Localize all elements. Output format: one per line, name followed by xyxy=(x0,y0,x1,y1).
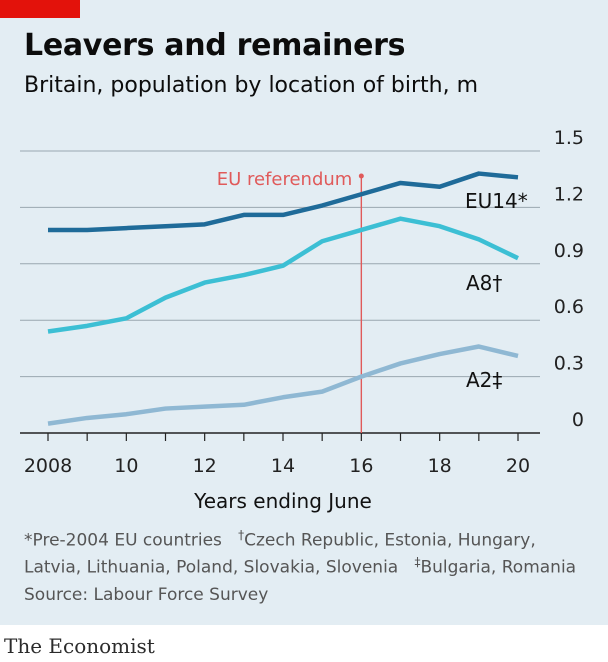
line-chart: EU referendum 0 0.3 0.6 0.9 1.2 1.5 2008 10 12 14… xyxy=(20,127,584,513)
x-tick-label: 18 xyxy=(428,455,452,477)
footnote-line-1: *Pre-2004 EU countries †Czech Republic, … xyxy=(24,528,536,551)
series-line-a8 xyxy=(47,216,519,334)
series-lines xyxy=(47,171,519,426)
y-tick-label: 1.5 xyxy=(554,127,584,149)
y-tick-label: 0.3 xyxy=(554,353,584,375)
series-label-a2: A2‡ xyxy=(466,368,502,392)
footnote-line-2: Latvia, Lithuania, Poland, Slovakia, Slo… xyxy=(24,555,576,578)
y-tick-label: 0.6 xyxy=(554,296,584,318)
dagger-symbol: † xyxy=(238,528,245,542)
x-tick-label: 20 xyxy=(506,455,530,477)
x-tick-label: 16 xyxy=(349,455,373,477)
series-label-a8: A8† xyxy=(466,271,502,295)
x-axis-label: Years ending June xyxy=(193,489,372,513)
y-tick-label: 1.2 xyxy=(554,183,584,205)
footnote-a2: Bulgaria, Romania xyxy=(420,557,577,578)
x-tick-label: 10 xyxy=(114,455,138,477)
footnote-eu14: *Pre-2004 EU countries xyxy=(24,530,222,551)
x-tick-label: 12 xyxy=(193,455,217,477)
brand-red-tag xyxy=(0,0,80,18)
footnote-a8-cont: Latvia, Lithuania, Poland, Slovakia, Slo… xyxy=(24,557,399,578)
series-line-eu14 xyxy=(48,171,519,233)
chart-title: Leavers and remainers xyxy=(24,28,406,63)
x-tick-label: 2008 xyxy=(24,455,72,477)
x-tick-label: 14 xyxy=(271,455,295,477)
labels: 0 0.3 0.6 0.9 1.2 1.5 2008 10 12 14 16 18 20 Years en… xyxy=(24,127,584,513)
annotations: EU referendum xyxy=(217,169,364,433)
referendum-label: EU referendum xyxy=(217,169,353,190)
series-label-eu14: EU14* xyxy=(465,189,528,213)
footnote-a8: Czech Republic, Estonia, Hungary, xyxy=(244,530,536,551)
series-line-a2 xyxy=(47,344,519,426)
chart-subtitle: Britain, population by location of birth… xyxy=(24,73,479,98)
y-tick-label: 0.9 xyxy=(554,240,584,262)
source-note: Source: Labour Force Survey xyxy=(24,585,269,605)
double-dagger-symbol: ‡ xyxy=(414,555,421,569)
y-tick-label: 0 xyxy=(572,409,584,431)
publisher-wordmark: The Economist xyxy=(4,634,155,658)
referendum-dot xyxy=(358,173,364,179)
chart-card: Leavers and remainers Britain, populatio… xyxy=(0,0,608,625)
